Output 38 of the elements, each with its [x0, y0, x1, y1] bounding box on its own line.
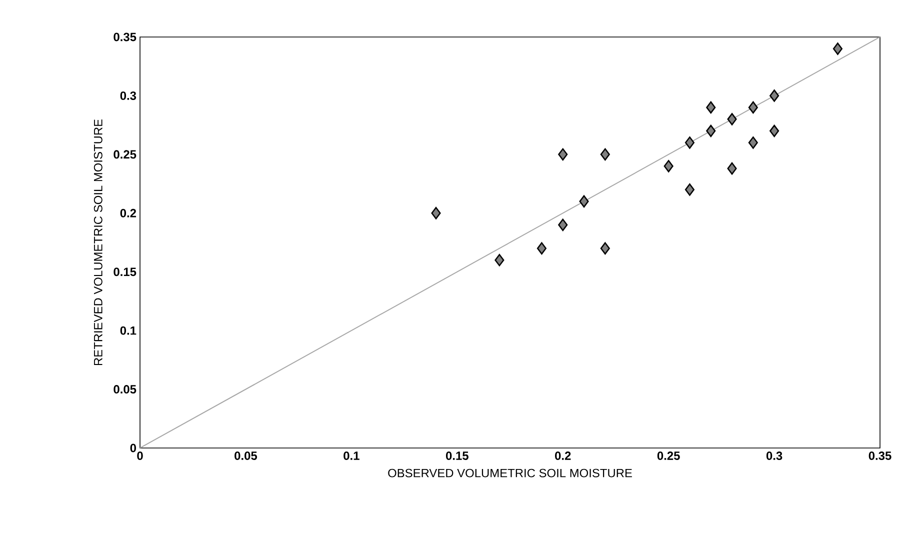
x-tick-label: 0.35	[868, 452, 892, 460]
y-tick-label: 0.2	[120, 208, 136, 218]
x-tick-label: 0.1	[344, 452, 360, 460]
point	[770, 124, 780, 138]
point	[727, 113, 737, 126]
x-tick-label: 0.2	[555, 452, 571, 460]
y-tick-label: 0	[130, 444, 136, 452]
y-tick-label: 0.25	[114, 150, 136, 159]
y-tick-label: 0.3	[120, 91, 136, 100]
point	[748, 101, 758, 114]
point	[748, 136, 758, 149]
y-axis-title: RETRIEVED VOLUMETRIC SOIL MOISTURE	[94, 119, 102, 366]
x-tick-label: 0.05	[234, 452, 258, 460]
point	[431, 206, 441, 220]
point	[706, 124, 716, 138]
point	[494, 254, 504, 266]
point	[727, 162, 737, 175]
point	[684, 183, 694, 196]
y-tick-label: 0.05	[114, 385, 136, 394]
x-axis-title: OBSERVED VOLUMETRIC SOIL MOISTURE	[388, 468, 632, 478]
point	[558, 148, 568, 161]
point	[832, 42, 842, 55]
point	[664, 160, 674, 172]
point	[600, 148, 610, 161]
point	[706, 101, 716, 114]
x-tick-label: 0.25	[657, 452, 680, 460]
x-tick-label: 0	[137, 452, 143, 460]
point	[684, 136, 694, 149]
point	[579, 195, 589, 208]
y-tick-label: 0.15	[114, 268, 136, 276]
y-tick-label: 0.35	[114, 32, 136, 42]
point	[558, 218, 568, 232]
point	[770, 90, 780, 102]
point	[536, 242, 546, 255]
y-tick-label: 0.1	[120, 326, 136, 335]
point	[600, 242, 610, 255]
x-tick-label: 0.3	[766, 452, 782, 460]
x-tick-label: 0.15	[446, 452, 468, 460]
